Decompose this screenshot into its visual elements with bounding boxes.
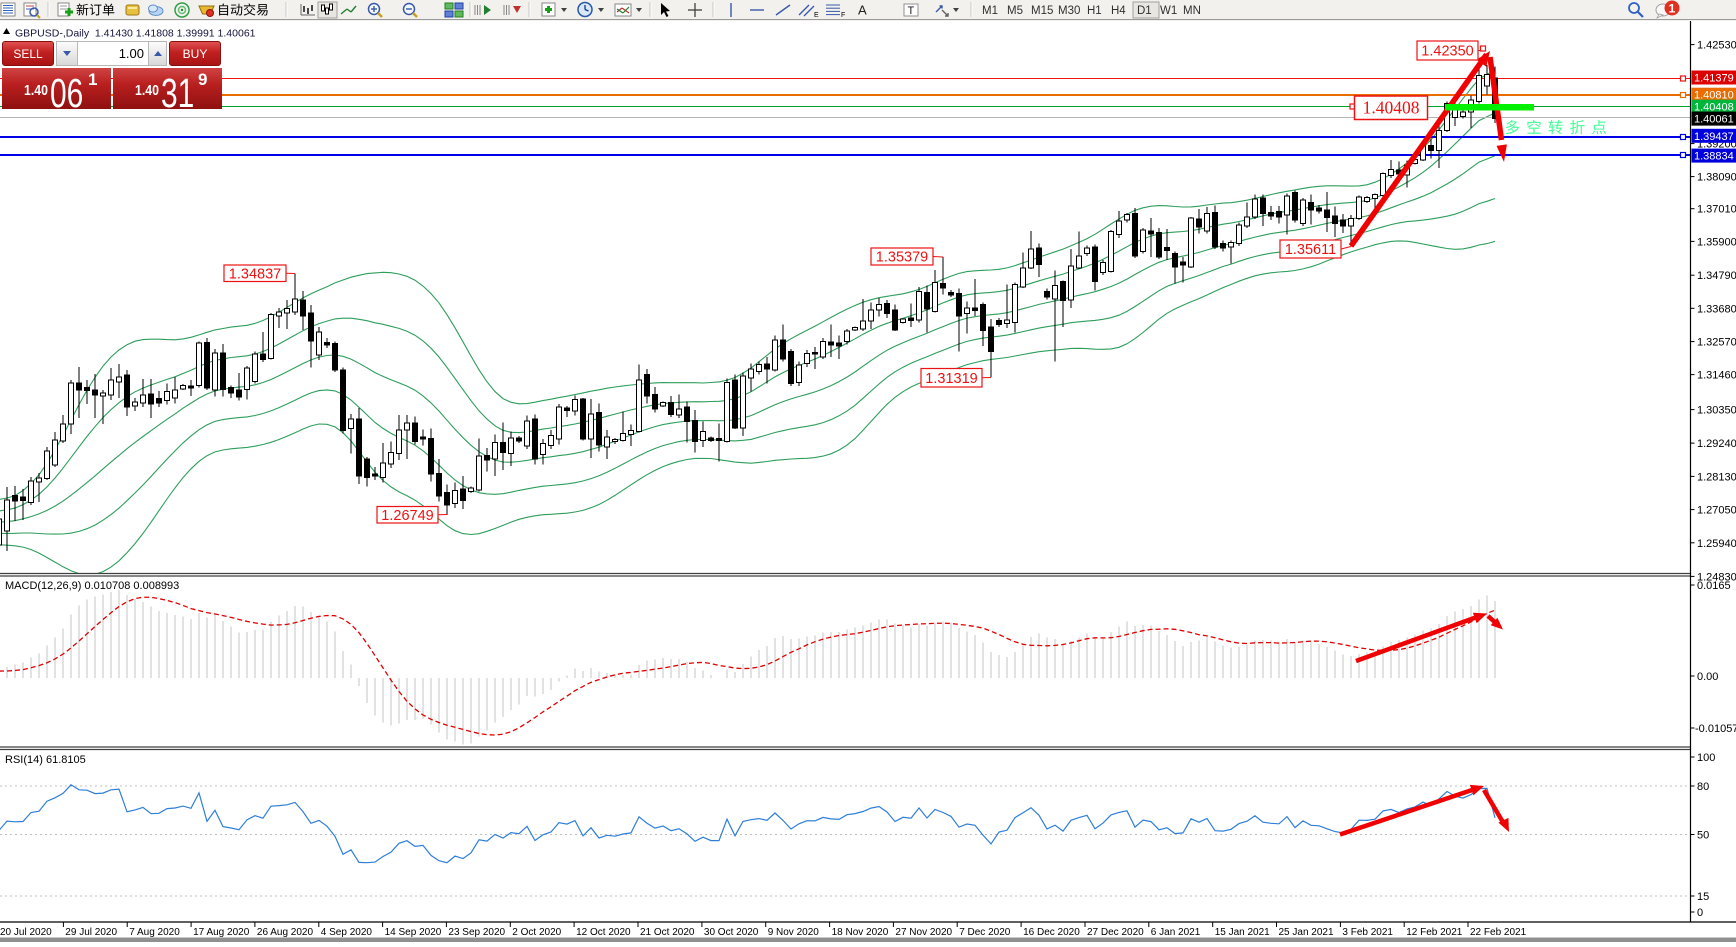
svg-text:21 Oct 2020: 21 Oct 2020 [640,927,695,938]
svg-text:1.40408: 1.40408 [1363,98,1420,118]
svg-text:17 Aug 2020: 17 Aug 2020 [193,927,250,938]
svg-text:26 Aug 2020: 26 Aug 2020 [257,927,314,938]
svg-text:1.28130: 1.28130 [1697,471,1736,483]
svg-text:12 Feb 2021: 12 Feb 2021 [1406,927,1463,938]
svg-text:1.35379: 1.35379 [876,250,928,266]
svg-text:1.38090: 1.38090 [1697,172,1736,184]
svg-text:14 Sep 2020: 14 Sep 2020 [385,927,442,938]
svg-text:0.0165: 0.0165 [1697,580,1731,592]
svg-text:F: F [841,12,845,19]
svg-text:1.42350: 1.42350 [1421,44,1473,60]
svg-text:6 Jan 2021: 6 Jan 2021 [1151,927,1201,938]
svg-text:1.33680: 1.33680 [1697,303,1736,315]
svg-text:30 Oct 2020: 30 Oct 2020 [704,927,759,938]
svg-text:20 Jul 2020: 20 Jul 2020 [0,927,52,938]
svg-text:7 Dec 2020: 7 Dec 2020 [959,927,1011,938]
svg-text:80: 80 [1697,781,1709,793]
svg-text:27 Nov 2020: 27 Nov 2020 [895,927,952,938]
svg-text:MACD(12,26,9) 0.010708 0.00899: MACD(12,26,9) 0.010708 0.008993 [5,580,179,592]
svg-text:7 Aug 2020: 7 Aug 2020 [129,927,180,938]
svg-text:1.37010: 1.37010 [1697,204,1736,216]
svg-text:GBPUSD-,Daily 1.41430 1.41808: GBPUSD-,Daily 1.41430 1.41808 1.39991 1.… [15,28,256,40]
svg-text:T: T [908,5,915,17]
svg-text:0: 0 [1697,907,1703,919]
svg-text:18 Nov 2020: 18 Nov 2020 [832,927,889,938]
svg-text:A: A [858,3,867,18]
svg-text:1.35900: 1.35900 [1697,236,1736,248]
svg-text:25 Jan 2021: 25 Jan 2021 [1279,927,1334,938]
svg-text:9 Nov 2020: 9 Nov 2020 [768,927,820,938]
svg-text:23 Sep 2020: 23 Sep 2020 [448,927,505,938]
svg-text:1.29240: 1.29240 [1697,438,1736,450]
svg-text:15 Jan 2021: 15 Jan 2021 [1215,927,1270,938]
svg-text:RSI(14) 61.8105: RSI(14) 61.8105 [5,754,86,766]
svg-text:4 Sep 2020: 4 Sep 2020 [321,927,373,938]
svg-text:1.26749: 1.26749 [381,508,433,524]
svg-text:MN: MN [1183,5,1201,17]
svg-text:22 Feb 2021: 22 Feb 2021 [1470,927,1527,938]
svg-text:50: 50 [1697,830,1709,842]
svg-text:1: 1 [1669,2,1676,16]
svg-text:W1: W1 [1160,5,1177,17]
svg-text:27 Dec 2020: 27 Dec 2020 [1087,927,1144,938]
svg-text:M15: M15 [1031,5,1053,17]
svg-text:15: 15 [1697,891,1709,903]
svg-text:2 Oct 2020: 2 Oct 2020 [512,927,561,938]
svg-text:3 Feb 2021: 3 Feb 2021 [1342,927,1393,938]
svg-text:12 Oct 2020: 12 Oct 2020 [576,927,631,938]
svg-text:H4: H4 [1111,5,1126,17]
svg-text:H1: H1 [1087,5,1102,17]
svg-text:1.31319: 1.31319 [925,371,977,387]
svg-text:1.25940: 1.25940 [1697,538,1736,550]
svg-text:1.35611: 1.35611 [1285,242,1336,258]
svg-text:1.41379: 1.41379 [1694,73,1734,85]
svg-text:D1: D1 [1137,5,1152,17]
svg-text:1.34790: 1.34790 [1697,270,1736,282]
svg-text:1.39437: 1.39437 [1694,131,1734,143]
svg-text:1.31460: 1.31460 [1697,370,1736,382]
svg-text:M30: M30 [1058,5,1080,17]
svg-text:1.27050: 1.27050 [1697,505,1736,517]
svg-text:M5: M5 [1007,5,1023,17]
svg-text:M1: M1 [982,5,998,17]
svg-text:1.30350: 1.30350 [1697,405,1736,417]
svg-text:1.38834: 1.38834 [1694,151,1734,163]
svg-text:0.00: 0.00 [1697,671,1718,683]
svg-text:100: 100 [1697,752,1715,764]
svg-text:16 Dec 2020: 16 Dec 2020 [1023,927,1080,938]
svg-text:1.32570: 1.32570 [1697,337,1736,349]
svg-text:29 Jul 2020: 29 Jul 2020 [65,927,117,938]
svg-text:E: E [814,12,819,19]
svg-text:1.40061: 1.40061 [1694,114,1734,126]
svg-text:1.42530: 1.42530 [1697,40,1736,52]
svg-text:1.34837: 1.34837 [229,267,281,283]
